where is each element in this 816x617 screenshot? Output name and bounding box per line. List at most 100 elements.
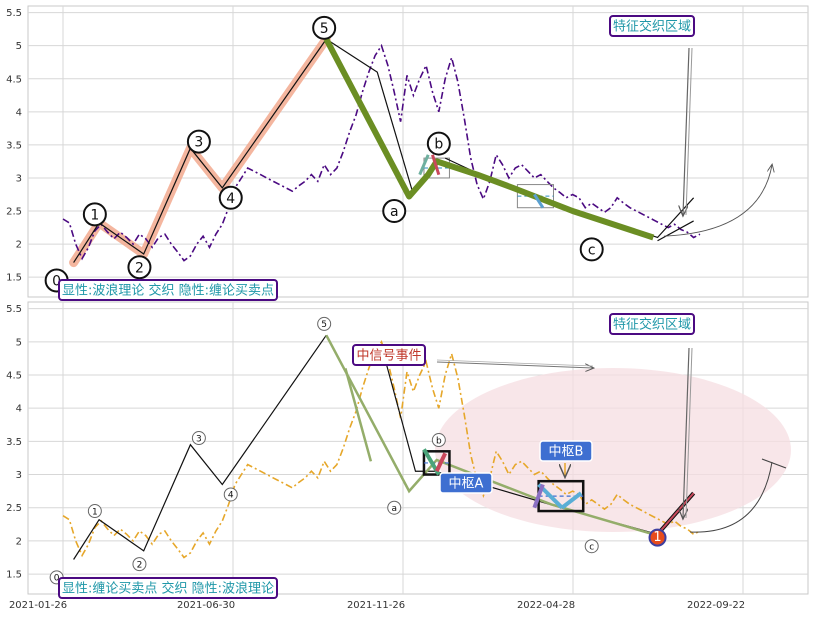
zhongshu-a-label-box: [439, 472, 493, 494]
y-tick-label: 2.5: [6, 207, 22, 218]
x-tick-label: 2021-11-26: [347, 600, 405, 611]
wave-label-circle: [223, 487, 238, 502]
y-tick-label: 3.5: [6, 437, 22, 448]
buy-signal-marker: [648, 528, 667, 547]
y-tick-label: 2: [16, 536, 22, 547]
price-series: [62, 339, 701, 559]
wave-label-circle: [584, 539, 599, 554]
correction-line: [325, 334, 654, 536]
y-tick-label: 2: [16, 240, 22, 251]
correction-branch: [344, 368, 373, 462]
wave-label-4: 4: [228, 491, 234, 501]
zhongshu-a-label: 中枢A: [449, 477, 484, 492]
wave-label-3: 3: [194, 135, 203, 151]
wave-branch: [657, 220, 694, 242]
signal-event-label: 中信号事件: [356, 349, 421, 364]
wave-label-c: c: [588, 242, 596, 258]
wave-zigzag: [73, 38, 327, 263]
y-tick-label: 3: [16, 173, 22, 184]
wave-label-3: 3: [196, 434, 202, 444]
wave-label-circle: [218, 185, 243, 210]
wave-label-circle: [191, 431, 206, 446]
wave-label-5: 5: [320, 21, 329, 37]
wave-label-2: 2: [135, 260, 144, 276]
mini-stroke: [431, 154, 441, 176]
wave-label-c: c: [589, 542, 594, 552]
y-tick-label: 3.5: [6, 140, 22, 151]
wave-label-4: 4: [226, 191, 235, 207]
top-panel: [27, 5, 809, 298]
x-tick-label: 2021-01-26: [9, 600, 67, 611]
wave-label-1: 1: [90, 207, 99, 223]
wave-label-b: b: [436, 436, 442, 446]
y-tick-label: 4.5: [6, 371, 22, 382]
price-series: [62, 43, 701, 262]
wave-label-2: 2: [137, 560, 143, 570]
y-tick-label: 5: [16, 41, 22, 52]
wave-label-0: 0: [52, 274, 61, 290]
wave-label-circle: [82, 202, 107, 227]
wave-label-circle: [387, 500, 402, 515]
wave-label-1: 1: [92, 507, 98, 517]
forecast-arc: [689, 461, 773, 533]
y-tick-label: 5.5: [6, 8, 22, 19]
wave-label-circle: [132, 557, 147, 572]
y-tick-label: 4.5: [6, 74, 22, 85]
forecast-arrow: [663, 165, 772, 237]
top-caption: 显性:波浪理论 交织 隐性:缠论买卖点: [62, 283, 274, 299]
wave-label-circle: [579, 237, 604, 262]
wave-label-b: b: [434, 137, 443, 153]
y-tick-label: 1.5: [6, 570, 22, 581]
signal-arrow-shadow: [436, 359, 594, 367]
y-tick-label: 4: [16, 404, 22, 415]
feature-zone-label-box: [609, 15, 695, 37]
top-caption-box: [58, 279, 278, 301]
pointer-arrow: [683, 47, 690, 215]
y-tick-label: 3: [16, 470, 22, 481]
wave-label-circle: [186, 129, 211, 154]
feature-ellipse: [435, 368, 791, 532]
wave-label-circle: [382, 199, 407, 224]
zhongshu-b-label-box: [539, 440, 593, 462]
wave-label-circle: [127, 255, 152, 280]
x-tick-label: 2022-09-22: [687, 600, 745, 611]
signal-event-label-box: [352, 344, 426, 366]
buy-signal-label: 1: [653, 530, 661, 545]
pointer-arrow-shadow: [685, 47, 693, 216]
x-tick-label: 2021-06-30: [177, 600, 235, 611]
mini-stroke: [434, 452, 448, 473]
y-tick-label: 2.5: [6, 503, 22, 514]
top-plot-frame: [27, 5, 809, 298]
wave-label-a: a: [391, 504, 397, 514]
wave-label-circle: [312, 15, 337, 40]
wave-label-circle: [431, 433, 446, 448]
bottom-caption: 显性:缠论买卖点 交织 隐性:波浪理论: [62, 581, 274, 597]
wave-label-circle: [87, 504, 102, 519]
wave-label-0: 0: [54, 574, 60, 584]
wave-label-a: a: [390, 204, 399, 220]
pointer-arrow-shadow: [685, 347, 693, 519]
mini-stroke: [532, 483, 545, 509]
wave-label-5: 5: [321, 320, 327, 330]
zhongshu-b-label: 中枢B: [549, 445, 584, 460]
y-tick-label: 4: [16, 107, 22, 118]
mini-stroke: [533, 193, 545, 209]
feature-zone-label: 特征交织区域: [613, 19, 691, 35]
mini-stroke: [560, 491, 583, 510]
x-tick-label: 2022-04-28: [517, 600, 575, 611]
feature-zone-label: 特征交织区域: [613, 317, 691, 333]
wave-label-circle: [426, 131, 451, 156]
forecast-bar: [761, 458, 787, 469]
mini-stroke: [418, 154, 430, 176]
y-tick-label: 5.5: [6, 304, 22, 315]
pointer-arrow: [683, 347, 690, 518]
wave-label-circle: [317, 316, 332, 331]
y-tick-label: 1.5: [6, 273, 22, 284]
feature-zone-label-box: [609, 313, 695, 335]
reversal-stroke: [656, 492, 695, 535]
correction-line: [323, 37, 655, 241]
signal-arrow: [436, 361, 593, 368]
wave-zigzag: [73, 334, 327, 560]
